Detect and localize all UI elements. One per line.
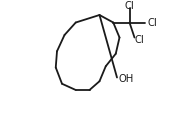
Text: Cl: Cl (134, 35, 144, 45)
Text: Cl: Cl (147, 18, 157, 28)
Text: Cl: Cl (125, 1, 134, 11)
Text: OH: OH (118, 74, 133, 84)
